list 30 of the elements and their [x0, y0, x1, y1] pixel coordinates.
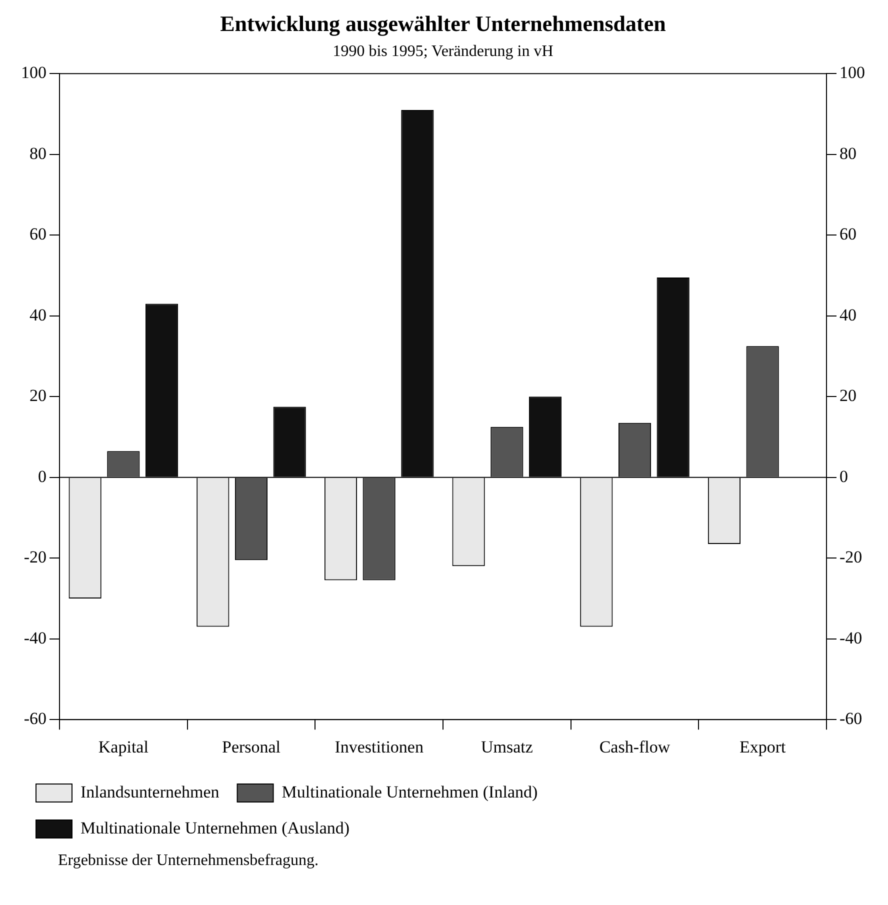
legend-label: Inlandsunternehmen [80, 782, 220, 802]
x-tick-label: Investitionen [334, 737, 424, 756]
y-tick-label: 0 [38, 466, 46, 486]
y2-tick-label: 100 [840, 63, 865, 82]
x-tick-label: Personal [222, 737, 281, 756]
y-tick-label: -60 [24, 709, 46, 728]
legend-label: Multinationale Unternehmen (Inland) [282, 782, 538, 802]
y-tick-label: -40 [24, 628, 46, 648]
legend-label: Multinationale Unternehmen (Ausland) [80, 818, 350, 838]
y-tick-label: -20 [24, 548, 46, 567]
chart-subtitle: 1990 bis 1995; Veränderung in vH [332, 43, 554, 60]
x-tick-label: Kapital [98, 737, 149, 756]
y-tick-label: 20 [30, 386, 46, 406]
y-tick-label: 80 [30, 144, 46, 163]
x-tick-label: Umsatz [480, 737, 534, 756]
y-tick-label: 60 [30, 224, 46, 244]
x-tick-label: Cash-flow [599, 737, 671, 756]
y2-tick-label: 60 [840, 224, 856, 244]
y2-tick-label: -40 [840, 628, 862, 648]
y2-tick-label: -20 [840, 548, 862, 567]
chart-title: Entwicklung ausgewählter Unternehmensdaten [220, 10, 666, 36]
text: Ergebnisse der Unternehmensbefragung. [58, 852, 320, 870]
y-tick-label: 40 [30, 305, 46, 324]
y2-tick-label: 80 [840, 144, 856, 163]
y2-tick-label: -60 [840, 709, 862, 728]
y2-tick-label: 40 [840, 305, 856, 324]
x-tick-label: Export [739, 737, 786, 756]
y-tick-label: 100 [21, 63, 46, 82]
y2-tick-label: 0 [840, 466, 848, 486]
y2-tick-label: 20 [840, 386, 856, 406]
